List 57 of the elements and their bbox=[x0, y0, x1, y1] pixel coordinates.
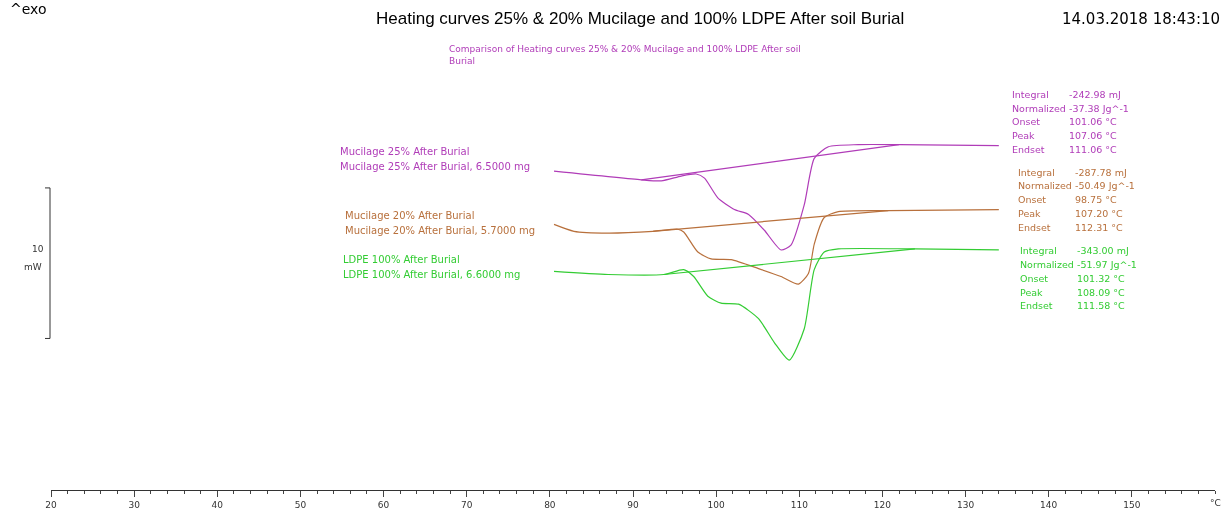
x-tick-label: 60 bbox=[377, 499, 390, 510]
text: -37.38 Jg^-1 bbox=[1069, 103, 1129, 114]
x-tick-label: 110 bbox=[790, 499, 809, 510]
annotation: -343.00 mJ bbox=[1077, 245, 1129, 256]
text: mW bbox=[24, 262, 42, 272]
x-tick-label: 20 bbox=[45, 499, 57, 510]
chart-subtitle: Comparison of Heating curves 25% & 20% Mucilage and 100% LDPE After soil Burial bbox=[449, 44, 801, 66]
annotation: 111.58 °C bbox=[1077, 300, 1126, 311]
text: Integral bbox=[1012, 89, 1049, 100]
text: ^exo bbox=[10, 1, 47, 17]
x-tick-label: 90 bbox=[627, 499, 639, 510]
x-tick-label: 30 bbox=[128, 499, 141, 510]
annotation: Mucilage 25% After Burial, 6.5000 mg bbox=[340, 161, 531, 172]
annotation: -51.97 Jg^-1 bbox=[1077, 259, 1137, 270]
text: Peak bbox=[1012, 130, 1036, 141]
annotation: Integral bbox=[1018, 167, 1055, 178]
text: 10 bbox=[32, 244, 44, 254]
annotation: Integral bbox=[1020, 245, 1057, 256]
annotation: Onset bbox=[1020, 273, 1049, 284]
annotation: Normalized bbox=[1020, 259, 1074, 270]
x-tick-label: 50 bbox=[294, 499, 307, 510]
text: Mucilage 20% After Burial bbox=[345, 210, 475, 221]
text: LDPE 100% After Burial bbox=[343, 254, 460, 265]
x-tick-label: 70 bbox=[460, 499, 473, 510]
annotation: Mucilage 20% After Burial, 5.7000 mg bbox=[345, 225, 536, 236]
text: Normalized bbox=[1012, 103, 1066, 114]
x-axis-title: °C bbox=[1210, 498, 1221, 508]
annotation: Endset bbox=[1012, 144, 1045, 155]
annotation: 112.31 °C bbox=[1075, 222, 1124, 233]
annotation: 111.06 °C bbox=[1069, 144, 1118, 155]
x-tick-label: 40 bbox=[211, 499, 224, 510]
text: 107.06 °C bbox=[1069, 130, 1118, 141]
annotation: Endset bbox=[1018, 222, 1051, 233]
annotation: 101.32 °C bbox=[1077, 273, 1126, 284]
annotation: -287.78 mJ bbox=[1075, 167, 1127, 178]
annotation: Normalized bbox=[1018, 180, 1072, 191]
annotation: Peak bbox=[1018, 208, 1042, 219]
text: Onset bbox=[1012, 116, 1041, 127]
annotation: -50.49 Jg^-1 bbox=[1075, 180, 1135, 191]
x-tick-label: 140 bbox=[1040, 499, 1058, 510]
annotation: LDPE 100% After Burial, 6.6000 mg bbox=[343, 269, 521, 280]
chart-title: Heating curves 25% & 20% Mucilage and 100% LDPE After soil Burial bbox=[376, 9, 905, 28]
annotation: 98.75 °C bbox=[1075, 194, 1117, 205]
annotation: Onset bbox=[1018, 194, 1047, 205]
annotation: 108.09 °C bbox=[1077, 287, 1126, 298]
text: -242.98 mJ bbox=[1069, 89, 1121, 100]
x-tick-label: 150 bbox=[1123, 499, 1141, 510]
text: 101.06 °C bbox=[1069, 116, 1118, 127]
annotation: Endset bbox=[1020, 300, 1053, 311]
annotation: Peak bbox=[1020, 287, 1044, 298]
x-tick-label: 130 bbox=[956, 499, 975, 510]
x-tick-label: 100 bbox=[707, 499, 725, 510]
annotation: 107.20 °C bbox=[1075, 208, 1124, 219]
text: Mucilage 25% After Burial bbox=[340, 146, 470, 157]
x-tick-label: 120 bbox=[873, 499, 892, 510]
x-tick-label: 80 bbox=[544, 499, 556, 510]
text: 14.03.2018 18:43:10 bbox=[1062, 10, 1221, 28]
